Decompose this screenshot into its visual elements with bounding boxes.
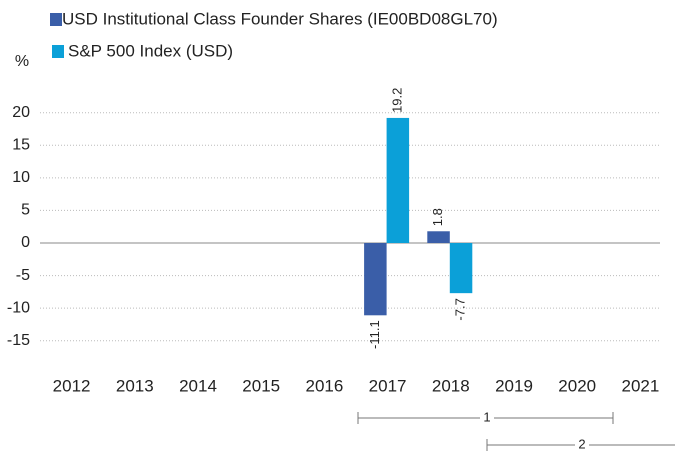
legend-swatch xyxy=(50,13,62,26)
x-tick-label: 2014 xyxy=(179,376,217,395)
y-tick-label: -10 xyxy=(7,299,30,316)
x-tick-label: 2012 xyxy=(53,376,91,395)
x-tick-label: 2019 xyxy=(495,376,533,395)
x-tick-label: 2016 xyxy=(305,376,343,395)
y-tick-label: 20 xyxy=(12,104,30,121)
y-tick-label: -5 xyxy=(16,267,30,284)
x-tick-label: 2017 xyxy=(369,376,407,395)
legend-swatch xyxy=(52,45,64,58)
y-tick-label: -15 xyxy=(7,332,30,349)
x-tick-label: 2018 xyxy=(432,376,470,395)
legend-label: USD Institutional Class Founder Shares (… xyxy=(62,9,498,28)
x-tick-label: 2021 xyxy=(621,376,659,395)
value-label: 19.2 xyxy=(389,88,404,113)
value-label: -7.7 xyxy=(452,298,467,320)
y-tick-label: 5 xyxy=(21,202,30,219)
annotation: 2 xyxy=(578,436,585,451)
bar xyxy=(386,117,410,243)
y-tick-label: 15 xyxy=(12,137,30,154)
value-label: -11.1 xyxy=(367,320,382,349)
bar xyxy=(364,243,387,316)
legend-label: S&P 500 Index (USD) xyxy=(68,41,233,60)
y-tick-label: 10 xyxy=(12,169,30,186)
x-tick-label: 2020 xyxy=(558,376,596,395)
bar xyxy=(427,231,450,243)
annotation: 1 xyxy=(483,409,490,424)
x-tick-label: 2013 xyxy=(116,376,154,395)
value-label: 1.8 xyxy=(430,208,445,226)
bar xyxy=(449,243,473,294)
y-axis-label: % xyxy=(15,53,29,70)
x-tick-label: 2015 xyxy=(242,376,280,395)
y-tick-label: 0 xyxy=(21,234,30,251)
